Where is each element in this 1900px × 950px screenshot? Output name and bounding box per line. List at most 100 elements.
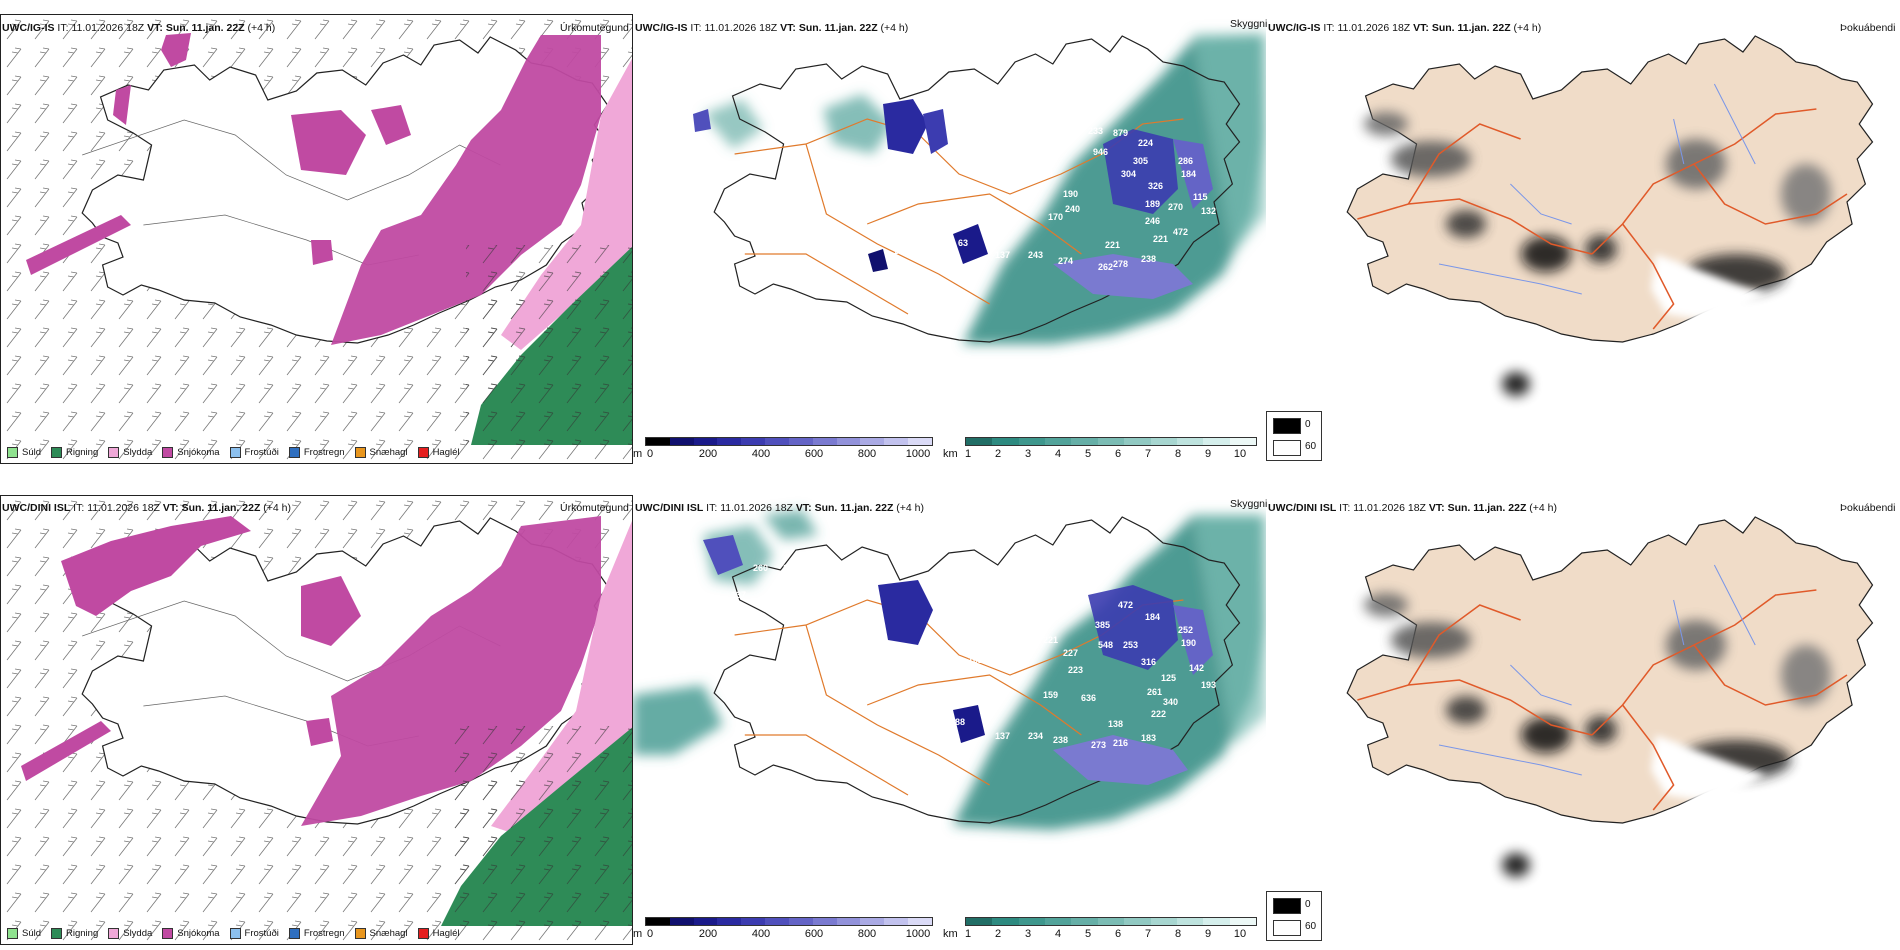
ceiling-label: 385: [1095, 620, 1111, 630]
ceiling-label: 224: [1138, 138, 1154, 148]
ceiling-label: 137: [995, 250, 1011, 260]
legend-item: Snæhagl: [354, 927, 408, 939]
ceiling-label: 305: [1133, 156, 1149, 166]
ceiling-label: 190: [1181, 638, 1197, 648]
precip-map-r1: [1, 15, 632, 463]
ceiling-strip-swatch: [788, 438, 813, 445]
ceiling-label: 261: [1147, 687, 1163, 697]
panel-title: Úrkomutegund: [560, 502, 629, 514]
ceiling-label: 340: [1163, 697, 1179, 707]
ceiling-label: 116: [953, 633, 968, 643]
ceiling-colorbar-r1: m 0 200 400 600 800 1000: [633, 437, 938, 463]
ceiling-strip-swatch: [908, 438, 932, 445]
ceiling-label: 274: [1058, 256, 1074, 266]
ceiling-label: 15: [1038, 116, 1049, 126]
ceiling-label: 636: [1081, 693, 1097, 703]
ceiling-label: 236: [1028, 613, 1044, 623]
ceiling-colorbar-r2: m 0 200 400 600 800 1000: [633, 917, 938, 943]
visibility-colorbar-r2: km 1 2 3 4 5 6 7 8 9 10: [943, 917, 1263, 943]
legend-item: Slydda: [108, 927, 152, 939]
ceiling-label: 184: [1181, 169, 1197, 179]
ceiling-label: 946: [1093, 147, 1109, 157]
ceiling-strip-swatch: [860, 438, 885, 445]
ceiling-label: 18: [1043, 169, 1054, 179]
precip-legend-r1: Súld Rigning Slydda Snjókoma Frostúði Fr…: [1, 441, 460, 463]
ceiling-label: 238: [1053, 735, 1069, 745]
precip-map-r2: [1, 496, 632, 944]
ceiling-label: 130: [948, 132, 964, 142]
panel-title: Úrkomutegund: [560, 22, 629, 34]
ceiling-strip-swatch: [669, 438, 694, 445]
ceiling-label: 193: [1201, 680, 1217, 690]
ceiling-label: 102: [968, 655, 984, 665]
ceiling-label: 246: [1145, 216, 1161, 226]
legend-item: Haglél: [417, 927, 460, 939]
ceiling-label: 238: [1141, 254, 1157, 264]
ceiling-label: 138: [1108, 719, 1124, 729]
header-r2-p3: UWC/DINI ISL IT: 11.01.2026 18Z VT: Sun.…: [1268, 502, 1558, 514]
ceiling-label: 87: [668, 246, 679, 256]
legend-item: Rigning: [51, 446, 98, 458]
legend-item: Frostregn: [288, 446, 345, 458]
ceiling-label: 273: [1091, 740, 1107, 750]
ceiling-label: 103: [893, 246, 909, 256]
legend-item: Frostúði: [229, 446, 279, 458]
legend-item: Frostúði: [229, 927, 279, 939]
legend-item: Súld: [7, 927, 41, 939]
legend-item: Súld: [7, 446, 41, 458]
ceiling-label: 472: [1173, 227, 1189, 237]
visibility-colorbar-r1: km 1 2 3 4 5 6 7 8 9 10: [943, 437, 1263, 463]
visibility-strip: [965, 437, 1257, 446]
ceiling-label: 674: [1005, 643, 1021, 653]
ceiling-label: 86: [971, 196, 982, 206]
ceiling-label: 159: [1043, 690, 1059, 700]
visibility-panel-r1: 130 140 42 135 86 123 18 190 240 170 233…: [633, 14, 1266, 464]
ceiling-label: 472: [1118, 600, 1134, 610]
ceiling-label: 262: [1098, 262, 1114, 272]
legend-item: Snjókoma: [162, 927, 220, 939]
legend-item: Slydda: [108, 446, 152, 458]
ceiling-label: 183: [1141, 733, 1157, 743]
fog-panel-r1: [1266, 14, 1900, 464]
ceiling-label: 170: [1048, 212, 1064, 222]
fog-panel-r2: [1266, 495, 1900, 945]
ceiling-label: 252: [1178, 625, 1194, 635]
ceiling-strip-swatch: [836, 438, 861, 445]
ceiling-label: 221: [1043, 635, 1059, 645]
ceiling-label: 88: [955, 717, 966, 727]
ceiling-strip-swatch: [717, 438, 742, 445]
legend-item: Haglél: [417, 446, 460, 458]
ceiling-label: 221: [1153, 234, 1169, 244]
ceiling-strip-swatch: [812, 438, 837, 445]
ceiling-label: 233: [1088, 126, 1104, 136]
ceiling-label: 125: [1161, 673, 1177, 683]
ceiling-label: 189: [1145, 199, 1161, 209]
ceiling-label: 222: [1151, 709, 1167, 719]
ceiling-label: 304: [1121, 169, 1137, 179]
fog-map-r2: [1346, 516, 1874, 877]
ceiling-label: 223: [1068, 665, 1084, 675]
ceiling-label: 326: [1148, 181, 1164, 191]
panel-title: Þokuábendi: [1840, 22, 1896, 34]
ceiling-label: 142: [1189, 663, 1205, 673]
visibility-map-r2: [633, 510, 1266, 830]
ceiling-label: 135: [983, 172, 999, 182]
ceiling-strip: [645, 437, 933, 446]
ceiling-label: 316: [1141, 657, 1157, 667]
legend-item: Snjókoma: [162, 446, 220, 458]
ceiling-strip-swatch: [693, 438, 718, 445]
ceiling-label: 115: [1193, 192, 1208, 202]
visibility-map-r1: [693, 34, 1266, 344]
panel-title: Skyggni: [1230, 18, 1268, 30]
legend-item: Rigning: [51, 927, 98, 939]
ceiling-label: 140: [973, 124, 989, 134]
header-r1-p3: UWC/IG-IS IT: 11.01.2026 18Z VT: Sun. 11…: [1268, 22, 1542, 34]
ceiling-label: 58: [933, 382, 944, 392]
fog-map-r1: [1346, 35, 1874, 396]
ceiling-label: 278: [1113, 259, 1129, 269]
ceiling-label: 270: [1168, 202, 1184, 212]
ceiling-label: 184: [1145, 612, 1161, 622]
ceiling-labels-r2: 260 15 137 97 116 102 24 674 236 221 227…: [633, 495, 1266, 945]
legend-item: Snæhagl: [354, 446, 408, 458]
header-r1-p2: UWC/IG-IS IT: 11.01.2026 18Z VT: Sun. 11…: [635, 22, 909, 34]
